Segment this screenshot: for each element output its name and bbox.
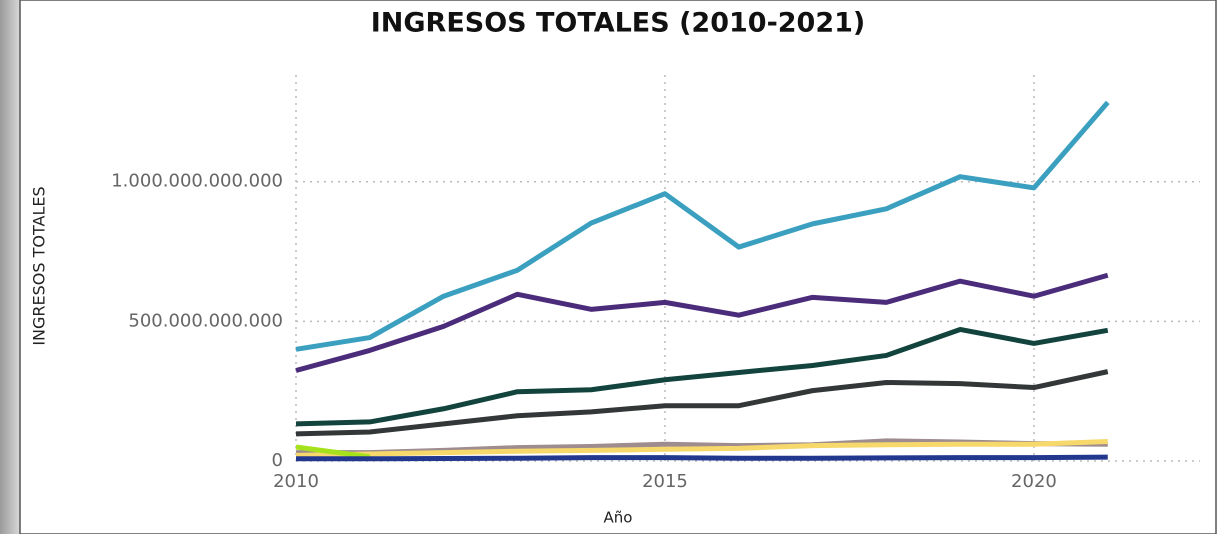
y-axis-label: INGRESOS TOTALES [30, 186, 49, 345]
chart-title: INGRESOS TOTALES (2010-2021) [371, 8, 866, 39]
series-line [295, 444, 371, 460]
series-line [295, 326, 1109, 427]
x-tick-label: 2020 [1011, 471, 1057, 492]
y-tick-label: 1.000.000.000.000 [111, 171, 283, 192]
visual-border [19, 0, 1217, 535]
series-line [296, 454, 1108, 462]
x-tick-label: 2010 [273, 471, 319, 492]
x-tick-label: 2015 [642, 471, 688, 492]
frame [0, 0, 20, 534]
x-axis-label: Año [604, 509, 633, 527]
series-line [295, 438, 1108, 458]
series-line [295, 100, 1110, 352]
y-tick-label: 0 [272, 450, 283, 471]
series-line [295, 272, 1109, 373]
y-tick-label: 500.000.000.000 [128, 310, 283, 331]
series-line [295, 369, 1109, 437]
